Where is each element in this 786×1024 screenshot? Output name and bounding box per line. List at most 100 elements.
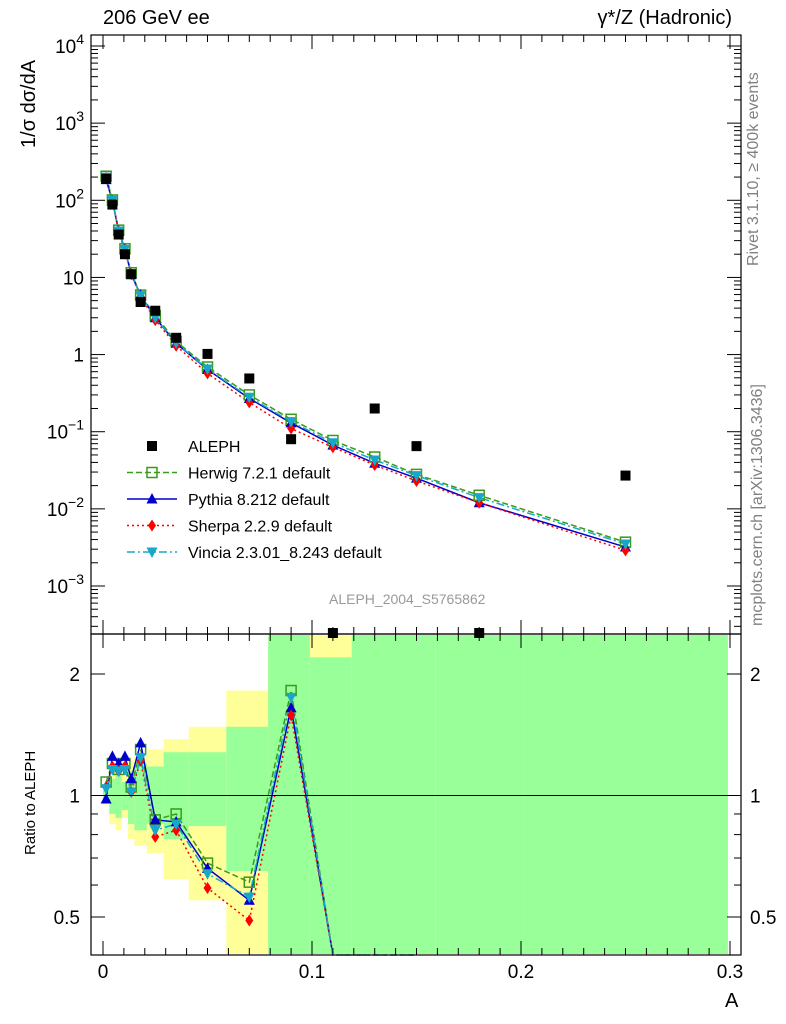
ratio-uncertainty-bands — [103, 635, 728, 954]
ratio-point-vincia — [202, 869, 213, 880]
legend: ALEPH Herwig 7.2.1 default Pythia 8.212 de… — [127, 439, 382, 562]
legend-marker-vincia — [146, 547, 158, 558]
legend-label-vincia: Vincia 2.3.01_8.243 default — [188, 545, 382, 562]
main-point-vincia — [473, 493, 485, 504]
main-point-vincia — [327, 438, 339, 449]
ratio-point-pythia — [149, 813, 161, 825]
ratio-point-vincia — [135, 753, 147, 764]
band-green — [309, 657, 352, 954]
main-line-vincia — [105, 176, 626, 545]
legend-marker-data — [147, 441, 157, 451]
main-point-vincia — [411, 471, 422, 482]
rivet-version-label: Rivet 3.1.10, ≥ 400k events — [745, 72, 762, 266]
ratio-y-tick-label: 1 — [69, 787, 80, 808]
data-point-aleph — [101, 173, 112, 184]
data-point-aleph — [244, 373, 255, 384]
band-green — [393, 635, 436, 954]
band-green — [115, 775, 122, 818]
ratio-point-herwig — [243, 876, 256, 888]
ratio-y-tick-label: 2 — [69, 665, 80, 686]
ratio-point-vincia — [149, 825, 161, 837]
ratio-point-vincia — [100, 784, 112, 795]
ratio-point-sherpa — [172, 824, 181, 837]
main-y-tick-label: 10−3 — [47, 571, 84, 598]
data-point-aleph — [119, 249, 130, 260]
main-line-pythia — [105, 179, 626, 548]
band-green — [268, 635, 310, 954]
ratio-point-vincia — [119, 764, 131, 776]
band-green — [226, 726, 269, 872]
ratio-point-pythia — [125, 772, 137, 784]
main-y-tick-exponent: 3 — [76, 108, 84, 124]
ratio-point-pythia — [285, 701, 297, 713]
main-y-tick-label: 1 — [73, 346, 84, 367]
main-y-tick-label: 103 — [55, 108, 84, 135]
x-tick-label: 0.2 — [508, 962, 534, 983]
data-point-aleph — [202, 348, 213, 359]
data-point-aleph — [150, 305, 161, 316]
legend-marker-sherpa — [148, 519, 156, 532]
main-y-tick-exponent: −3 — [68, 571, 84, 587]
legend-label-sherpa: Sherpa 2.2.9 default — [188, 519, 333, 536]
main-panel-series — [100, 170, 632, 638]
data-point-aleph — [411, 441, 422, 452]
ratio-point-pythia — [106, 750, 118, 761]
main-point-vincia — [135, 291, 147, 302]
main-y-tick-exponent: −2 — [68, 494, 84, 510]
ratio-point-vincia — [170, 819, 182, 830]
main-line-herwig — [105, 176, 626, 543]
main-point-vincia — [202, 364, 213, 376]
main-y-tick-label: 102 — [55, 185, 84, 212]
ratio-point-vincia — [125, 787, 137, 799]
ratio-y-axis-label: Ratio to ALEPH — [22, 750, 39, 855]
band-green — [435, 635, 524, 954]
ratio-point-vincia — [243, 892, 255, 904]
main-y-tick-label: 10 — [63, 268, 84, 289]
x-tick-label: 0.1 — [299, 962, 325, 983]
ratio-point-pythia — [100, 793, 112, 804]
main-line-sherpa — [105, 177, 626, 552]
band-green — [523, 635, 728, 954]
data-point-aleph — [369, 403, 380, 414]
header-right: γ*/Z (Hadronic) — [597, 7, 732, 29]
ratio-point-vincia — [113, 766, 125, 778]
analysis-id: ALEPH_2004_S5765862 — [329, 591, 486, 607]
main-y-axis-label: 1/σ dσ/dA — [18, 59, 40, 148]
main-point-vincia — [149, 313, 161, 324]
x-tick-label: 0 — [98, 962, 109, 983]
main-point-vincia — [285, 417, 297, 428]
legend-label-pythia: Pythia 8.212 default — [188, 492, 330, 509]
main-point-vincia — [243, 392, 255, 404]
band-green — [351, 635, 394, 954]
ratio-point-vincia — [285, 692, 297, 704]
mcplots-label: mcplots.cern.ch [arXiv:1306.3436] — [749, 384, 766, 626]
ratio-panel-series — [91, 684, 741, 956]
main-point-sherpa — [287, 422, 296, 435]
band-green — [121, 782, 129, 811]
ratio-point-sherpa — [245, 914, 254, 927]
x-tick-label: 0.3 — [717, 962, 743, 983]
data-point-aleph — [113, 229, 124, 240]
main-y-tick-label: 10−1 — [47, 417, 84, 444]
ratio-point-sherpa — [151, 830, 160, 843]
main-y-tick-exponent: 2 — [76, 185, 84, 201]
data-point-aleph — [171, 332, 182, 343]
legend-label-herwig: Herwig 7.2.1 default — [188, 466, 331, 483]
main-point-sherpa — [621, 544, 630, 557]
legend-marker-pythia — [146, 493, 158, 504]
ratio-point-sherpa — [287, 709, 296, 722]
ratio-y-tick-label: 0.5 — [54, 908, 80, 929]
axes-frame — [90, 34, 742, 956]
ratio-y-tick-label-right: 0.5 — [750, 908, 776, 929]
ratio-y-tick-label-right: 1 — [750, 787, 761, 808]
data-point-aleph — [620, 470, 631, 481]
main-y-tick-label: 104 — [55, 31, 84, 58]
data-point-aleph — [135, 297, 146, 308]
main-point-vincia — [369, 455, 381, 466]
band-green — [109, 778, 116, 814]
legend-marker-herwig — [146, 466, 158, 479]
ratio-point-pythia — [135, 736, 147, 748]
header-left: 206 GeV ee — [103, 7, 210, 29]
ratio-point-pythia — [119, 750, 131, 761]
